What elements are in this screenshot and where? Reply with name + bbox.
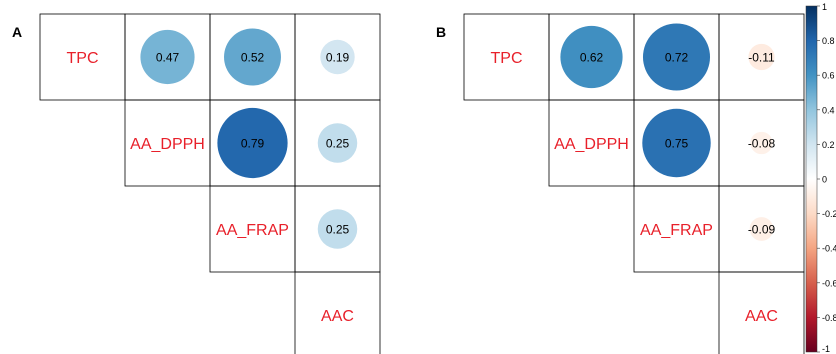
correlation-circle bbox=[317, 209, 358, 249]
colorbar-tick-label: 0 bbox=[822, 175, 827, 185]
variable-label: TPC bbox=[491, 50, 523, 67]
colorbar-tick-label: 0.8 bbox=[822, 36, 835, 46]
correlation-value: 0.75 bbox=[665, 137, 689, 151]
variable-label: AA_FRAP bbox=[216, 222, 289, 239]
variable-label: AAC bbox=[745, 308, 778, 325]
correlation-circle bbox=[560, 25, 623, 89]
correlation-circle bbox=[750, 131, 773, 155]
correlation-value: 0.62 bbox=[580, 51, 604, 65]
variable-label: AA_DPPH bbox=[554, 136, 629, 153]
correlation-circle bbox=[642, 108, 711, 178]
variable-label: TPC bbox=[67, 50, 99, 67]
panel-label: B bbox=[436, 24, 446, 40]
colorbar-tick-label: 0.6 bbox=[822, 71, 835, 81]
variable-label: AAC bbox=[321, 308, 354, 325]
colorbar-tick-label: 1 bbox=[822, 2, 827, 12]
grid-cell bbox=[294, 271, 381, 354]
colorbar-tick-label: -0.6 bbox=[822, 278, 836, 288]
panel-label: A bbox=[12, 24, 22, 40]
colorbar-tick-label: -0.8 bbox=[822, 313, 836, 323]
correlation-value: 0.52 bbox=[241, 51, 265, 65]
panel-b: B TPC 0.62 0.72 -0.11 AA_DPPH 0.75 -0.08 AA_FRAP… bbox=[436, 13, 805, 354]
correlation-value: 0.25 bbox=[326, 137, 350, 151]
colorbar-tick-label: 0.4 bbox=[822, 105, 835, 115]
colorbar-gradient bbox=[805, 5, 818, 353]
correlation-circle bbox=[217, 107, 288, 179]
grid-cell bbox=[718, 271, 805, 354]
variable-label: AA_DPPH bbox=[130, 136, 205, 153]
correlation-value: -0.09 bbox=[748, 223, 776, 237]
correlation-value: -0.11 bbox=[748, 51, 775, 65]
correlation-circle bbox=[749, 217, 774, 241]
colorbar-tick-label: -0.2 bbox=[822, 209, 836, 219]
correlation-circle bbox=[748, 43, 775, 71]
correlation-circle bbox=[320, 39, 355, 75]
correlation-value: 0.25 bbox=[326, 223, 350, 237]
panel-a: A TPC 0.47 0.52 0.19 AA_DPPH 0.79 0.25 AA_FRAP 0.… bbox=[12, 13, 381, 354]
correlation-value: 0.79 bbox=[241, 137, 265, 151]
colorbar-legend: 1 0.8 0.6 0.4 0.2 0 -0.2 -0.4 -0.6 -0.8 -1 bbox=[805, 2, 836, 354]
correlation-value: 0.19 bbox=[326, 51, 350, 65]
correlation-value: 0.47 bbox=[156, 51, 180, 65]
variable-label: AA_FRAP bbox=[640, 222, 713, 239]
colorbar-tick-label: -0.4 bbox=[822, 244, 836, 254]
correlation-circle bbox=[140, 29, 195, 85]
correlation-circle bbox=[642, 23, 711, 91]
correlation-circle bbox=[317, 123, 358, 163]
correlation-value: 0.72 bbox=[665, 51, 689, 65]
colorbar-tick-label: -1 bbox=[822, 344, 830, 354]
correlation-value: -0.08 bbox=[748, 137, 776, 151]
colorbar-tick-label: 0.2 bbox=[822, 140, 835, 150]
correlation-circle bbox=[224, 28, 281, 86]
